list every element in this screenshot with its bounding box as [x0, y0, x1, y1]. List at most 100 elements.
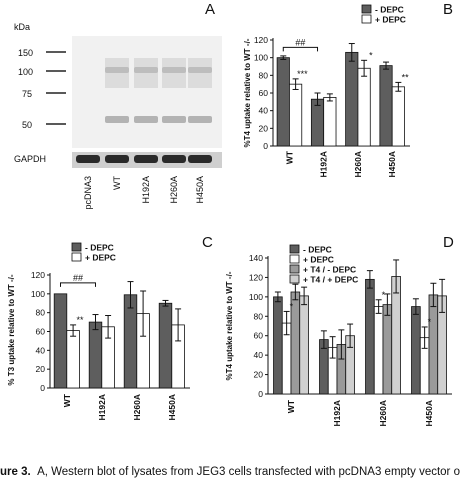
blot-band-lower: [162, 116, 186, 123]
bar: [345, 51, 359, 147]
category-label: H192A: [319, 151, 329, 177]
y-tick-label: 0: [258, 389, 263, 399]
bar: [373, 306, 384, 395]
bar: [299, 295, 309, 395]
gapdh-band: [188, 155, 212, 163]
bar: [428, 294, 439, 395]
blot-band-lower: [188, 116, 212, 123]
significance-bracket: [60, 282, 96, 287]
marker-label-100: 100: [18, 67, 33, 77]
bar: [391, 276, 401, 395]
panel-letter: D: [443, 234, 454, 251]
blot-band-upper: [162, 67, 186, 73]
bar: [379, 65, 393, 147]
panel-d-chart: D 0 20 40 60 80 100 120 140 %T4 uptake relative t…: [225, 234, 454, 426]
y-tick-label: 60: [259, 88, 269, 98]
y-tick-label: 40: [36, 345, 46, 355]
y-tick-label: 100: [31, 289, 45, 299]
significance-marker: *: [290, 301, 294, 311]
blot-band-lower: [134, 116, 158, 123]
bar: [88, 321, 103, 389]
bar: [365, 278, 375, 395]
caption-text: A, Western blot of lysates from JEG3 cel…: [37, 466, 460, 478]
legend-swatch: [289, 274, 300, 284]
category-label: WT: [286, 399, 296, 413]
bar: [323, 97, 337, 147]
legend-label: - DEPC: [375, 5, 404, 15]
gapdh-label: GAPDH: [14, 154, 46, 164]
blot-band-upper: [105, 67, 129, 73]
lane-label: WT: [112, 176, 122, 190]
bar: [382, 304, 393, 395]
panel-a: A kDa 150 100 75 50 GAPDH pcDNA3 WT H192A H…: [14, 1, 222, 210]
y-tick-label: 140: [249, 253, 263, 263]
category-label: H192A: [332, 400, 342, 426]
blot-band-upper: [134, 67, 158, 73]
bracket-label: ##: [73, 273, 83, 283]
bracket-label: ##: [295, 37, 305, 47]
bar: [123, 294, 138, 389]
blot-band-upper: [188, 67, 212, 73]
category-label: H192A: [97, 394, 107, 420]
category-label: H450A: [424, 400, 434, 426]
legend-swatch: [289, 254, 300, 264]
legend-swatch: [289, 244, 300, 254]
category-label: H260A: [353, 151, 363, 177]
blot-band-lower: [105, 116, 129, 123]
panel-a-letter: A: [205, 1, 215, 18]
panel-b-chart: B 0 20 40 60 80 100 120%T4 uptake relative to W…: [243, 1, 453, 177]
significance-marker: ***: [297, 69, 308, 79]
bar: [276, 57, 290, 147]
y-tick-label: 80: [259, 70, 269, 80]
y-tick-label: 0: [263, 141, 268, 151]
blot-membrane: [72, 36, 222, 148]
y-tick-label: 80: [254, 311, 264, 321]
category-label: H450A: [167, 394, 177, 420]
legend-swatch: [71, 242, 82, 252]
y-tick-label: 0: [40, 383, 45, 393]
panel-letter: C: [202, 234, 213, 251]
marker-label-150: 150: [18, 48, 33, 58]
y-tick-label: 80: [36, 308, 46, 318]
marker-label-75: 75: [22, 89, 32, 99]
bar: [53, 293, 68, 389]
blot-bands: [105, 58, 212, 123]
marker-label-50: 50: [22, 120, 32, 130]
bar: [357, 67, 371, 147]
significance-marker: **: [77, 315, 85, 325]
category-label: H450A: [387, 151, 397, 177]
gapdh-band: [134, 155, 158, 163]
category-label: H260A: [132, 394, 142, 420]
legend-label: + DEPC: [375, 15, 406, 25]
significance-marker: **: [402, 72, 410, 82]
caption-prefix: ure 3.: [0, 466, 31, 478]
lane-label: H192A: [141, 176, 151, 204]
bar: [310, 98, 325, 147]
lane-label: H260A: [169, 176, 179, 204]
lane-labels: pcDNA3 WT H192A H260A H450A: [83, 176, 205, 210]
bar: [289, 83, 303, 147]
legend-label: - DEPC: [303, 245, 332, 255]
significance-bracket: [282, 46, 319, 52]
y-tick-label: 120: [249, 272, 263, 282]
gapdh-band: [76, 155, 100, 163]
significance-marker: *: [369, 50, 373, 60]
legend-swatch: [71, 252, 82, 262]
panel-c-chart: C 0 20 40 60 80 100 120 % T3 uptake relative to …: [7, 234, 213, 420]
y-axis-label: %T4 uptake relative to WT -/-: [225, 271, 234, 380]
y-tick-label: 20: [254, 370, 264, 380]
bar: [391, 86, 405, 147]
legend-label: + DEPC: [85, 253, 116, 263]
category-label: WT: [62, 393, 72, 407]
significance-marker: *: [428, 317, 432, 327]
panel-letter: B: [443, 1, 453, 18]
significance-marker: *: [382, 290, 386, 300]
gapdh-band: [105, 155, 129, 163]
category-label: WT: [284, 150, 294, 164]
y-tick-label: 20: [36, 364, 46, 374]
y-axis-label: % T3 uptake relative to WT -/-: [7, 274, 16, 385]
bar: [273, 296, 283, 395]
bar: [66, 330, 80, 389]
y-tick-label: 40: [254, 350, 264, 360]
